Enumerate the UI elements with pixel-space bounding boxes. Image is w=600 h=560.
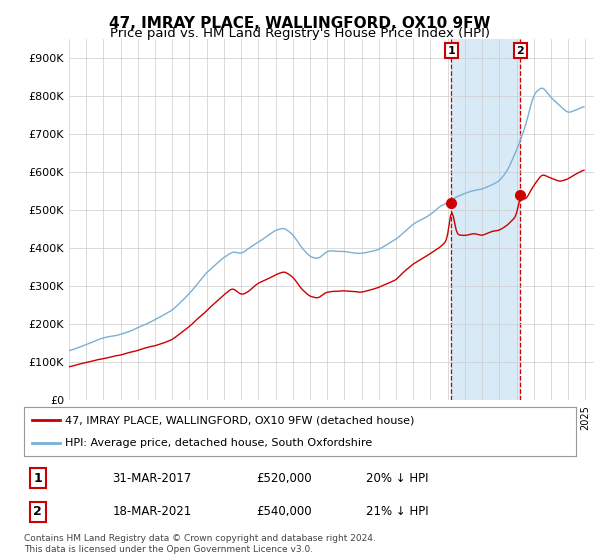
- Text: £540,000: £540,000: [256, 505, 311, 518]
- Text: 1: 1: [34, 472, 42, 484]
- Text: 1: 1: [448, 45, 455, 55]
- Text: 20% ↓ HPI: 20% ↓ HPI: [366, 472, 429, 484]
- Text: 18-MAR-2021: 18-MAR-2021: [112, 505, 191, 518]
- Text: Price paid vs. HM Land Registry's House Price Index (HPI): Price paid vs. HM Land Registry's House …: [110, 27, 490, 40]
- Text: 2: 2: [516, 45, 524, 55]
- Text: HPI: Average price, detached house, South Oxfordshire: HPI: Average price, detached house, Sout…: [65, 438, 373, 448]
- Text: £520,000: £520,000: [256, 472, 311, 484]
- Text: 47, IMRAY PLACE, WALLINGFORD, OX10 9FW: 47, IMRAY PLACE, WALLINGFORD, OX10 9FW: [109, 16, 491, 31]
- Text: Contains HM Land Registry data © Crown copyright and database right 2024.
This d: Contains HM Land Registry data © Crown c…: [24, 534, 376, 554]
- Text: 2: 2: [34, 505, 42, 518]
- Text: 31-MAR-2017: 31-MAR-2017: [112, 472, 191, 484]
- Bar: [451, 39, 520, 400]
- Text: 21% ↓ HPI: 21% ↓ HPI: [366, 505, 429, 518]
- Text: 47, IMRAY PLACE, WALLINGFORD, OX10 9FW (detached house): 47, IMRAY PLACE, WALLINGFORD, OX10 9FW (…: [65, 416, 415, 426]
